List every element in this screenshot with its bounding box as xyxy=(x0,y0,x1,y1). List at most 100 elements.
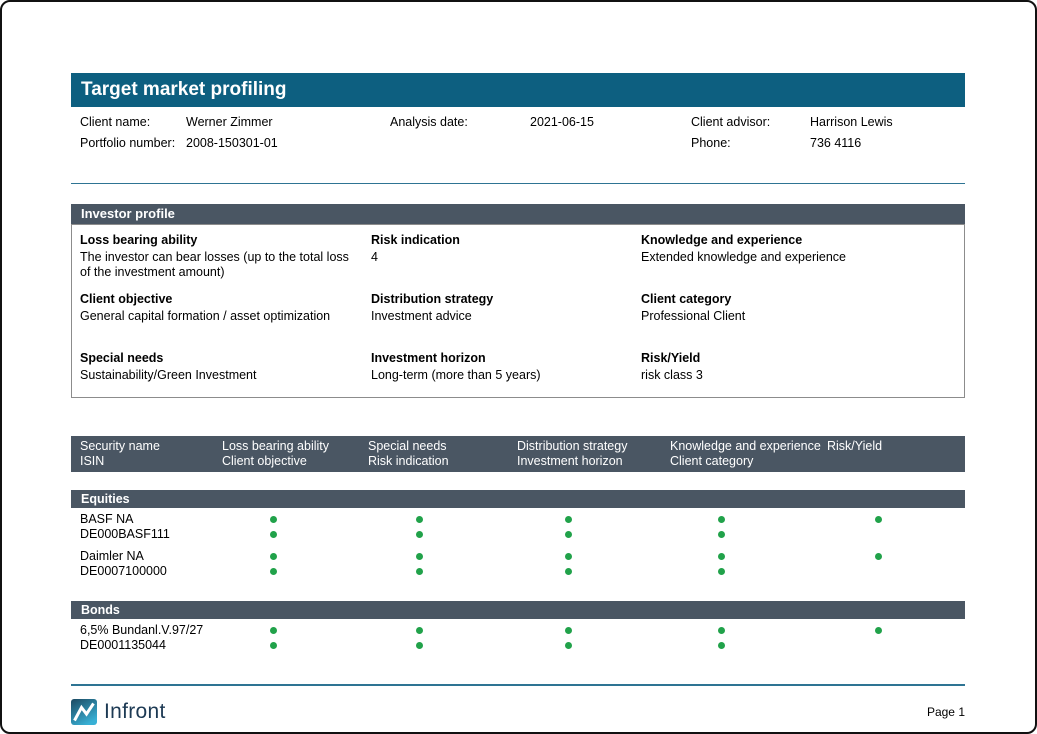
footer-divider xyxy=(71,684,965,686)
report-content: Target market profiling Client name: Wer… xyxy=(71,2,965,730)
profile-value: 4 xyxy=(371,250,378,264)
match-cell-special-needs xyxy=(368,512,517,542)
profile-item-distribution-strategy: Distribution strategy Investment advice xyxy=(371,292,641,351)
match-dot xyxy=(718,627,725,634)
match-dot xyxy=(270,531,277,538)
infront-wordmark: Infront xyxy=(104,700,166,723)
match-dot xyxy=(565,531,572,538)
client-advisor-value: Harrison Lewis xyxy=(810,115,893,129)
security-name: 6,5% Bundanl.V.97/27 xyxy=(80,623,204,637)
match-dot xyxy=(270,553,277,560)
match-cell-special-needs xyxy=(368,549,517,579)
security-isin: DE000BASF111 xyxy=(80,527,170,541)
profile-item-client-category: Client category Professional Client xyxy=(641,292,964,351)
match-cell-risk-yield xyxy=(827,512,965,542)
profile-label: Knowledge and experience xyxy=(641,233,803,247)
header-divider xyxy=(71,183,965,184)
client-name-value: Werner Zimmer xyxy=(186,115,273,129)
match-cell-loss-bearing xyxy=(222,623,368,653)
matrix-col-header-distribution: Distribution strategy Investment horizon xyxy=(517,439,628,468)
profile-value: Investment advice xyxy=(371,309,472,323)
portfolio-number-value: 2008-150301-01 xyxy=(186,136,278,150)
investor-profile-box: Loss bearing ability The investor can be… xyxy=(71,224,965,398)
matrix-header: Security name ISIN Loss bearing ability … xyxy=(71,436,965,472)
match-cell-loss-bearing xyxy=(222,512,368,542)
match-cell-distribution xyxy=(517,623,670,653)
matrix-col-header-security: Security name ISIN xyxy=(80,439,160,468)
profile-value: Long-term (more than 5 years) xyxy=(371,368,541,382)
match-dot xyxy=(565,553,572,560)
security-row-basf: BASF NA DE000BASF111 xyxy=(71,512,965,542)
profile-label: Client objective xyxy=(80,292,173,306)
security-cell: 6,5% Bundanl.V.97/27 DE0001135044 xyxy=(80,623,222,653)
match-cell-loss-bearing xyxy=(222,549,368,579)
profile-item-risk-yield: Risk/Yield risk class 3 xyxy=(641,351,964,397)
phone-value: 736 4116 xyxy=(810,136,862,150)
match-cell-risk-yield xyxy=(827,549,965,579)
security-isin: DE0001135044 xyxy=(80,638,166,652)
matrix-col-header-risk-yield: Risk/Yield xyxy=(827,439,883,453)
matrix-col-header-special-needs: Special needs Risk indication xyxy=(368,439,449,468)
group-header-bonds: Bonds xyxy=(71,601,965,619)
match-dot xyxy=(416,516,423,523)
match-dot xyxy=(270,568,277,575)
match-cell-knowledge xyxy=(670,549,827,579)
infront-logo-icon xyxy=(71,699,97,725)
match-dot xyxy=(270,627,277,634)
match-cell-risk-yield xyxy=(827,623,965,653)
match-cell-special-needs xyxy=(368,623,517,653)
phone-label: Phone: xyxy=(691,136,731,150)
profile-item-risk-indication: Risk indication 4 xyxy=(371,233,641,292)
match-dot xyxy=(416,568,423,575)
profile-label: Risk indication xyxy=(371,233,460,247)
security-row-daimler: Daimler NA DE0007100000 xyxy=(71,549,965,579)
profile-value: Professional Client xyxy=(641,309,746,323)
match-dot xyxy=(718,553,725,560)
portfolio-number-label: Portfolio number: xyxy=(80,136,176,150)
profile-value: General capital formation / asset optimi… xyxy=(80,309,331,323)
match-dot xyxy=(416,642,423,649)
infront-logo: Infront xyxy=(71,699,166,725)
analysis-date-value: 2021-06-15 xyxy=(530,115,594,129)
profile-label: Loss bearing ability xyxy=(80,233,198,247)
match-cell-knowledge xyxy=(670,512,827,542)
security-name: Daimler NA xyxy=(80,549,144,563)
profile-value: risk class 3 xyxy=(641,368,703,382)
match-dot xyxy=(565,642,572,649)
client-name-label: Client name: xyxy=(80,115,151,129)
investor-profile-header: Investor profile xyxy=(71,204,965,224)
security-cell: Daimler NA DE0007100000 xyxy=(80,549,222,579)
security-name: BASF NA xyxy=(80,512,134,526)
match-cell-distribution xyxy=(517,549,670,579)
group-header-equities: Equities xyxy=(71,490,965,508)
page-title: Target market profiling xyxy=(71,73,965,107)
match-dot xyxy=(270,516,277,523)
match-dot xyxy=(875,516,882,523)
match-dot xyxy=(565,516,572,523)
match-dot xyxy=(565,627,572,634)
match-dot xyxy=(416,531,423,538)
match-cell-knowledge xyxy=(670,623,827,653)
profile-label: Risk/Yield xyxy=(641,351,701,365)
match-dot xyxy=(416,627,423,634)
match-dot xyxy=(270,642,277,649)
match-dot xyxy=(718,531,725,538)
analysis-date-label: Analysis date: xyxy=(390,115,468,129)
client-advisor-label: Client advisor: xyxy=(691,115,771,129)
profile-item-investment-horizon: Investment horizon Long-term (more than … xyxy=(371,351,641,397)
page-number: Page 1 xyxy=(926,705,965,719)
profile-item-loss-bearing-ability: Loss bearing ability The investor can be… xyxy=(80,233,371,292)
profile-item-knowledge-experience: Knowledge and experience Extended knowle… xyxy=(641,233,964,292)
profile-label: Client category xyxy=(641,292,732,306)
security-isin: DE0007100000 xyxy=(80,564,167,578)
profile-value: Sustainability/Green Investment xyxy=(80,368,257,382)
profile-label: Special needs xyxy=(80,351,164,365)
client-info: Client name: Werner Zimmer Analysis date… xyxy=(71,115,965,150)
profile-item-client-objective: Client objective General capital formati… xyxy=(80,292,371,351)
match-dot xyxy=(718,642,725,649)
profile-item-special-needs: Special needs Sustainability/Green Inves… xyxy=(80,351,371,397)
profile-value: Extended knowledge and experience xyxy=(641,250,847,264)
match-dot xyxy=(718,516,725,523)
match-dot xyxy=(875,553,882,560)
